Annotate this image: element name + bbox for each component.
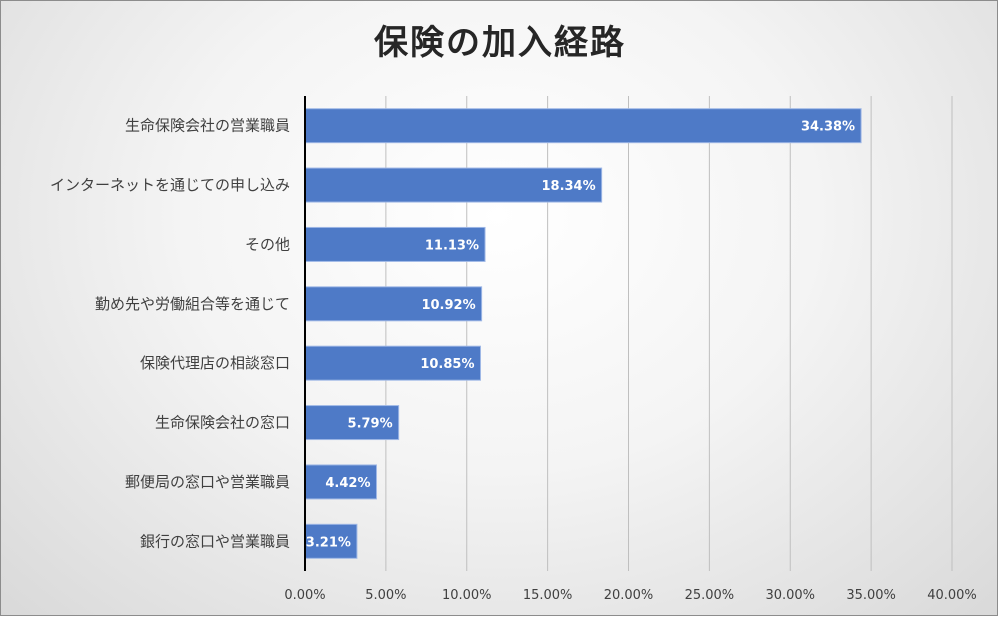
- category-label: 郵便局の窓口や営業職員: [125, 473, 290, 491]
- category-label: 勤め先や労働組合等を通じて: [95, 295, 290, 313]
- bar: [304, 108, 862, 144]
- bar: [304, 405, 400, 441]
- data-label: 10.92%: [421, 298, 475, 313]
- x-tick-label: 40.00%: [927, 588, 977, 603]
- x-tick-label: 20.00%: [604, 588, 654, 603]
- bar: [304, 464, 377, 500]
- data-label: 10.85%: [420, 357, 474, 372]
- x-tick-label: 25.00%: [685, 588, 735, 603]
- data-label: 5.79%: [348, 417, 393, 432]
- bar: [304, 226, 486, 262]
- data-label: 18.34%: [541, 179, 595, 194]
- x-tick-label: 15.00%: [523, 588, 573, 603]
- x-tick-label: 5.00%: [365, 588, 406, 603]
- category-label: 保険代理店の相談窓口: [140, 354, 290, 372]
- data-label: 11.13%: [425, 238, 479, 253]
- data-label: 4.42%: [325, 476, 370, 491]
- x-tick-label: 35.00%: [846, 588, 896, 603]
- x-tick-label: 0.00%: [284, 588, 325, 603]
- x-tick-label: 10.00%: [442, 588, 492, 603]
- bar: [304, 523, 358, 559]
- category-label: 生命保険会社の窓口: [155, 414, 290, 432]
- x-tick-label: 30.00%: [765, 588, 815, 603]
- data-label: 3.21%: [306, 535, 351, 550]
- category-label: その他: [245, 235, 290, 253]
- chart-title: 保険の加入経路: [374, 23, 626, 63]
- category-label: インターネットを通じての申し込み: [50, 176, 290, 194]
- category-label: 生命保険会社の営業職員: [125, 117, 290, 135]
- data-label: 34.38%: [801, 120, 855, 135]
- bar: [304, 167, 603, 203]
- category-label: 銀行の窓口や営業職員: [140, 532, 290, 550]
- bar: [304, 345, 481, 381]
